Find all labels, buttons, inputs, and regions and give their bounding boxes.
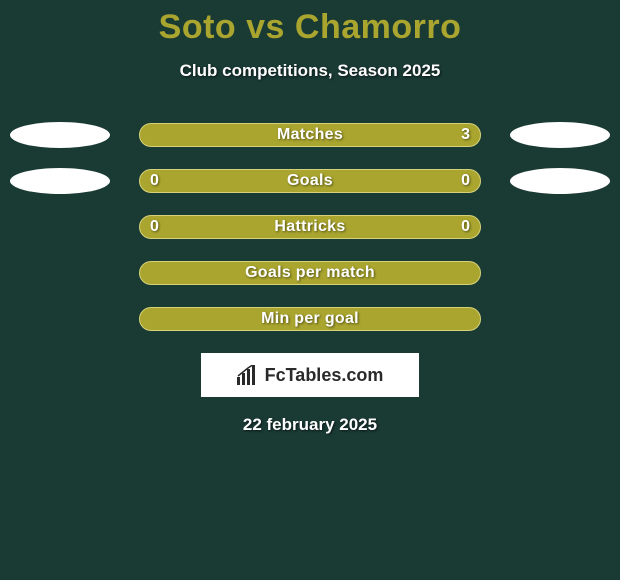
player-right-marker: [510, 122, 610, 148]
page-title: Soto vs Chamorro: [0, 8, 620, 47]
stat-bar: Matches 3: [139, 123, 481, 147]
stat-row-matches: Matches 3: [0, 123, 620, 147]
stat-left-value: 0: [150, 172, 159, 190]
player-right-marker: [510, 168, 610, 194]
stat-label: Matches: [277, 126, 343, 144]
footer-date: 22 february 2025: [0, 415, 620, 435]
stat-bar: Goals per match: [139, 261, 481, 285]
stat-row-hattricks: 0 Hattricks 0: [0, 215, 620, 239]
branding-box[interactable]: FcTables.com: [201, 353, 419, 397]
player-left-marker: [10, 122, 110, 148]
stat-label: Goals: [287, 172, 333, 190]
stat-row-min-per-goal: Min per goal: [0, 307, 620, 331]
stat-row-goals-per-match: Goals per match: [0, 261, 620, 285]
bar-chart-icon: [237, 365, 259, 385]
stat-bar: Min per goal: [139, 307, 481, 331]
comparison-card: Soto vs Chamorro Club competitions, Seas…: [0, 0, 620, 580]
branding-text: FcTables.com: [265, 365, 384, 386]
stat-right-value: 0: [461, 172, 470, 190]
stat-label: Goals per match: [245, 264, 375, 282]
stat-right-value: 3: [461, 126, 470, 144]
stat-label: Min per goal: [261, 310, 359, 328]
stat-row-goals: 0 Goals 0: [0, 169, 620, 193]
stat-bar: 0 Hattricks 0: [139, 215, 481, 239]
stat-label: Hattricks: [274, 218, 345, 236]
stat-right-value: 0: [461, 218, 470, 236]
stat-left-value: 0: [150, 218, 159, 236]
player-left-marker: [10, 168, 110, 194]
stat-bar: 0 Goals 0: [139, 169, 481, 193]
page-subtitle: Club competitions, Season 2025: [0, 61, 620, 81]
